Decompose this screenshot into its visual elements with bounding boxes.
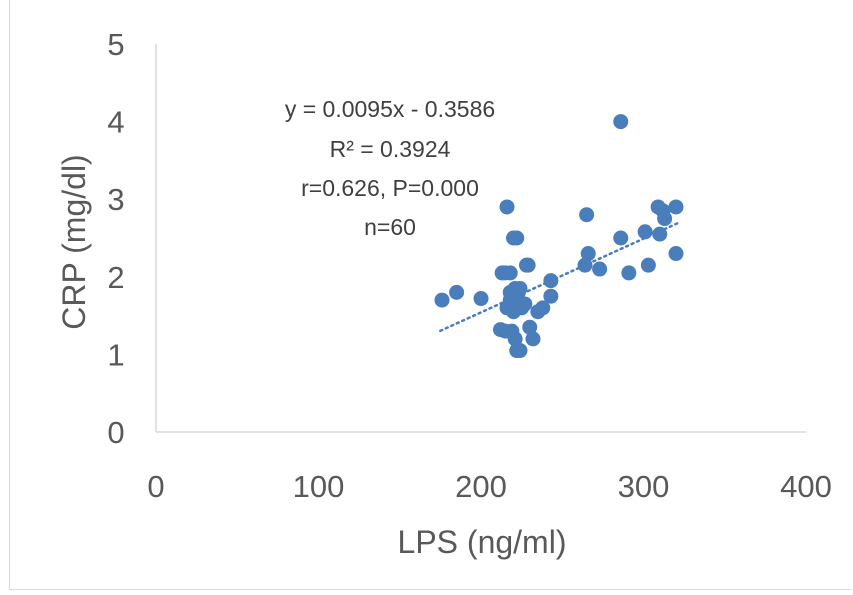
data-point xyxy=(434,292,450,308)
x-tick-label: 100 xyxy=(293,469,345,504)
y-axis-title: CRP (mg/dl) xyxy=(56,154,92,329)
r-squared-label: R² = 0.3924 xyxy=(330,136,451,162)
data-point xyxy=(580,246,596,262)
data-point xyxy=(637,224,653,240)
y-tick-label: 3 xyxy=(107,182,124,217)
data-point xyxy=(499,199,515,215)
data-point xyxy=(652,226,668,242)
x-tick-label: 400 xyxy=(780,469,832,504)
data-point xyxy=(507,331,523,347)
y-tick-label: 1 xyxy=(107,337,124,372)
data-point xyxy=(507,280,523,296)
data-point xyxy=(668,199,684,215)
data-point xyxy=(509,230,525,246)
x-tick-label: 300 xyxy=(618,469,670,504)
data-point xyxy=(497,265,513,281)
correlation-label: r=0.626, P=0.000 xyxy=(301,175,479,201)
data-point xyxy=(657,211,673,227)
data-point xyxy=(520,257,536,273)
trendline xyxy=(439,221,681,333)
data-point xyxy=(621,265,637,281)
y-tick-label: 4 xyxy=(107,105,124,140)
data-point xyxy=(525,331,541,347)
x-tick-label: 0 xyxy=(147,469,164,504)
data-point xyxy=(579,207,595,223)
data-point xyxy=(535,300,551,316)
data-point xyxy=(613,114,629,130)
data-point xyxy=(543,273,559,289)
data-point xyxy=(522,319,538,335)
x-tick-label: 200 xyxy=(455,469,507,504)
data-point xyxy=(613,230,629,246)
x-axis-title: LPS (ng/ml) xyxy=(398,524,567,560)
data-point xyxy=(592,261,608,277)
data-point xyxy=(512,343,528,359)
data-point xyxy=(449,284,465,300)
chart-area: 0 1 2 3 4 5 0 100 200 300 400 CRP (mg/dl) LPS (ng/… xyxy=(9,0,851,590)
data-point xyxy=(543,288,559,304)
data-point xyxy=(514,300,530,316)
y-tick-label: 5 xyxy=(107,27,124,62)
y-tick-label: 2 xyxy=(107,260,124,295)
trendline-equation: y = 0.0095x - 0.3586 xyxy=(285,96,495,122)
y-tick-label: 0 xyxy=(107,415,124,450)
data-point xyxy=(668,246,684,262)
scatter-chart: 0 1 2 3 4 5 0 100 200 300 400 CRP (mg/dl) LPS (ng/… xyxy=(56,27,832,560)
data-point xyxy=(473,291,489,307)
data-point xyxy=(577,257,593,273)
data-point xyxy=(640,257,656,273)
sample-size-label: n=60 xyxy=(364,214,416,240)
